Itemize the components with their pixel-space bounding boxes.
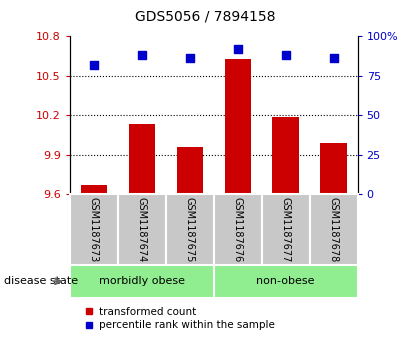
Bar xyxy=(81,185,107,194)
Bar xyxy=(321,143,347,194)
Bar xyxy=(166,194,214,265)
Point xyxy=(187,56,193,61)
Bar xyxy=(214,194,262,265)
Bar xyxy=(70,265,214,298)
Text: GSM1187677: GSM1187677 xyxy=(281,197,291,262)
Text: morbidly obese: morbidly obese xyxy=(99,276,185,286)
Bar xyxy=(118,194,166,265)
Point xyxy=(234,46,241,52)
Text: disease state: disease state xyxy=(4,276,78,286)
Text: GSM1187673: GSM1187673 xyxy=(89,197,99,262)
Legend: transformed count, percentile rank within the sample: transformed count, percentile rank withi… xyxy=(81,303,279,334)
Bar xyxy=(272,117,299,194)
Bar xyxy=(129,125,155,194)
Bar xyxy=(214,265,358,298)
Bar xyxy=(224,59,251,194)
Text: non-obese: non-obese xyxy=(256,276,315,286)
Point xyxy=(282,52,289,58)
Bar xyxy=(177,147,203,194)
Text: GSM1187674: GSM1187674 xyxy=(137,197,147,262)
Bar xyxy=(309,194,358,265)
Point xyxy=(139,52,145,58)
Bar xyxy=(262,194,309,265)
Text: GDS5056 / 7894158: GDS5056 / 7894158 xyxy=(135,9,276,23)
Text: GSM1187678: GSM1187678 xyxy=(329,197,339,262)
Point xyxy=(330,56,337,61)
Text: GSM1187675: GSM1187675 xyxy=(185,197,195,262)
Bar xyxy=(70,194,118,265)
Point xyxy=(90,62,97,68)
Text: GSM1187676: GSM1187676 xyxy=(233,197,242,262)
